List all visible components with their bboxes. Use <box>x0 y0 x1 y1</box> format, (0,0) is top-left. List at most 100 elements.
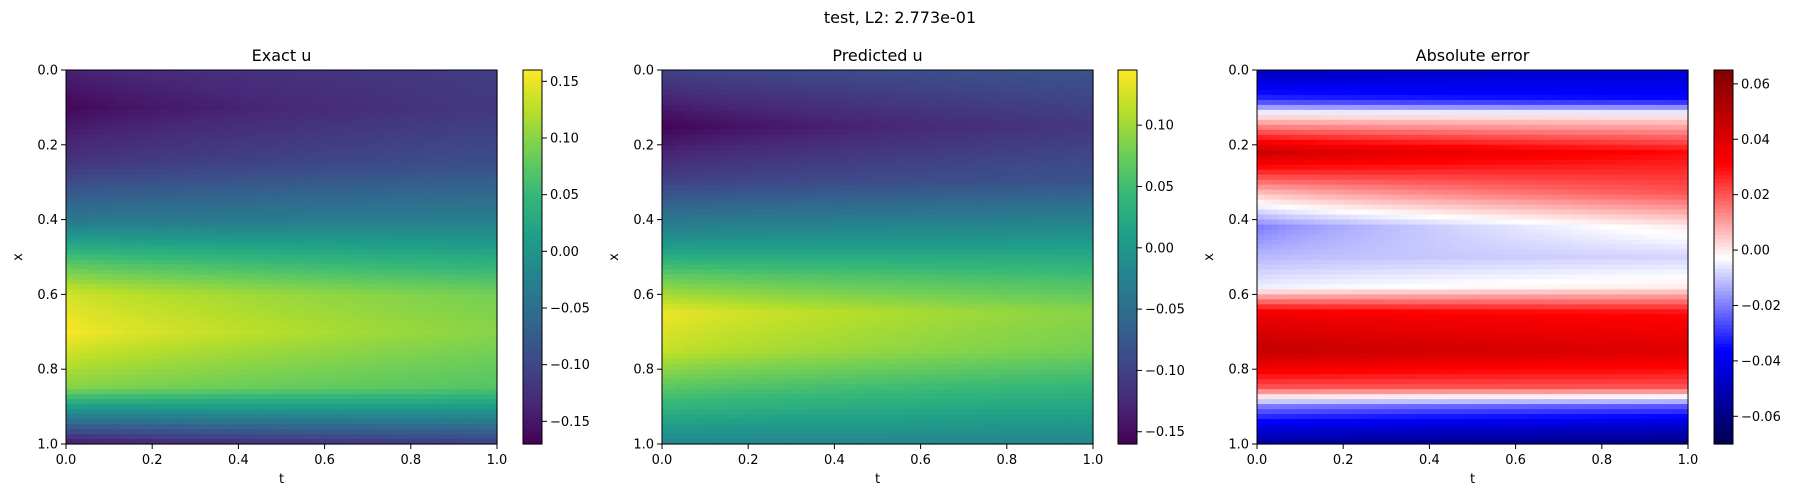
heatmap-cell <box>375 140 383 146</box>
heatmap-cell <box>432 349 440 355</box>
heatmap-cell <box>131 85 139 91</box>
heatmap-cell <box>418 279 426 285</box>
heatmap-cell <box>411 240 419 246</box>
heatmap-cell <box>202 95 210 101</box>
heatmap-cell <box>224 384 232 390</box>
heatmap-cell <box>66 399 74 405</box>
heatmap-cell <box>375 130 383 136</box>
colorbar-segment <box>523 167 542 171</box>
heatmap-cell <box>368 130 376 136</box>
heatmap-cell <box>123 424 131 430</box>
colorbar-tick-label: −0.05 <box>550 302 590 317</box>
heatmap-cell <box>303 95 311 101</box>
heatmap-cell <box>317 374 325 380</box>
heatmap-cell <box>375 349 383 355</box>
heatmap-cell <box>468 85 476 91</box>
heatmap-cell <box>447 215 455 221</box>
heatmap-cell <box>447 269 455 275</box>
heatmap-cell <box>231 145 239 151</box>
heatmap-cell <box>188 344 196 350</box>
heatmap-cell <box>174 354 182 360</box>
heatmap-cell <box>447 245 455 251</box>
heatmap-cell <box>432 369 440 375</box>
heatmap-cell <box>346 75 354 81</box>
heatmap-cell <box>231 369 239 375</box>
heatmap-cell <box>116 304 124 310</box>
heatmap-cell <box>217 279 225 285</box>
heatmap-cell <box>382 235 390 241</box>
heatmap-cell <box>317 70 325 76</box>
heatmap-cell <box>246 354 254 360</box>
heatmap-cell <box>123 140 131 146</box>
heatmap-cell <box>935 85 943 91</box>
heatmap-cell <box>167 359 175 365</box>
heatmap-cell <box>80 299 88 305</box>
heatmap-cell <box>375 230 383 236</box>
heatmap-cell <box>116 369 124 375</box>
heatmap-cell <box>73 299 81 305</box>
heatmap-cell <box>95 319 103 325</box>
heatmap-cell <box>734 90 742 96</box>
heatmap-cell <box>88 135 96 141</box>
heatmap-cell <box>440 419 448 425</box>
heatmap-cell <box>310 299 318 305</box>
heatmap-cell <box>174 175 182 181</box>
heatmap-cell <box>181 409 189 415</box>
heatmap-cell <box>310 359 318 365</box>
heatmap-cell <box>66 299 74 305</box>
heatmap-cell <box>195 160 203 166</box>
heatmap-cell <box>361 354 369 360</box>
heatmap-cell <box>770 80 778 86</box>
heatmap-cell <box>404 80 412 86</box>
heatmap-cell <box>1079 90 1087 96</box>
heatmap-cell <box>382 115 390 121</box>
heatmap-cell <box>289 85 297 91</box>
heatmap-cell <box>116 289 124 295</box>
heatmap-cell <box>73 165 81 171</box>
heatmap-cell <box>202 369 210 375</box>
heatmap-cell <box>863 80 871 86</box>
heatmap-cell <box>246 190 254 196</box>
heatmap-cell <box>404 255 412 261</box>
heatmap-cell <box>468 225 476 231</box>
heatmap-cell <box>267 150 275 156</box>
heatmap-cell <box>475 150 483 156</box>
heatmap-cell <box>102 264 110 270</box>
heatmap-cell <box>231 230 239 236</box>
heatmap-cell <box>396 180 404 186</box>
heatmap-cell <box>461 235 469 241</box>
heatmap-cell <box>202 394 210 400</box>
heatmap-cell <box>95 269 103 275</box>
heatmap-cell <box>382 274 390 280</box>
heatmap-cell <box>217 389 225 395</box>
heatmap-cell <box>425 165 433 171</box>
heatmap-cell <box>267 429 275 435</box>
heatmap-cell <box>332 125 340 131</box>
heatmap-cell <box>461 364 469 370</box>
heatmap-cell <box>195 125 203 131</box>
heatmap-cell <box>131 404 139 410</box>
heatmap-cell <box>224 404 232 410</box>
heatmap-cell <box>195 399 203 405</box>
heatmap-cell <box>202 299 210 305</box>
heatmap-cell <box>325 100 333 106</box>
heatmap-cell <box>382 160 390 166</box>
heatmap-cell <box>73 75 81 81</box>
colorbar-segment <box>523 276 542 280</box>
heatmap-cell <box>490 155 498 161</box>
heatmap-cell <box>432 230 440 236</box>
heatmap-cell <box>66 150 74 156</box>
heatmap-cell <box>109 424 117 430</box>
heatmap-cell <box>346 205 354 211</box>
heatmap-cell <box>274 175 282 181</box>
heatmap-cell <box>282 294 290 300</box>
heatmap-cell <box>88 349 96 355</box>
heatmap-cell <box>202 150 210 156</box>
heatmap-cell <box>317 75 325 81</box>
heatmap-cell <box>447 195 455 201</box>
heatmap-cell <box>131 329 139 335</box>
panel-title: Predicted u <box>832 46 922 65</box>
heatmap-cell <box>131 140 139 146</box>
heatmap-cell <box>303 409 311 415</box>
